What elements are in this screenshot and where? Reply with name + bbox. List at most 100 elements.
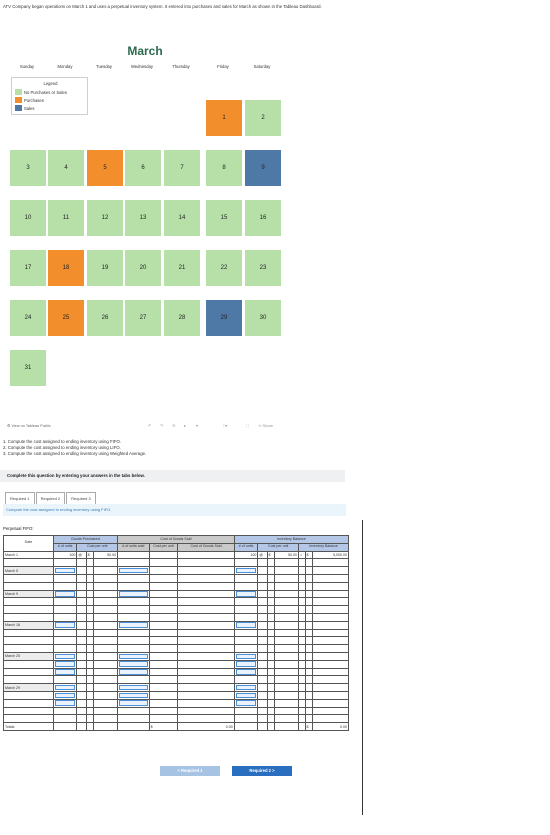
table-cell xyxy=(233,675,259,685)
table-cell xyxy=(148,620,179,630)
calendar-day-23[interactable]: 23 xyxy=(245,250,281,286)
calendar-day-20[interactable]: 20 xyxy=(125,250,161,286)
table-cell xyxy=(177,667,235,677)
calendar-day-18[interactable]: 18 xyxy=(48,250,84,286)
tab-required-3[interactable]: Required 3 xyxy=(66,492,96,504)
calendar-day-19[interactable]: 19 xyxy=(87,250,123,286)
calendar-day-4[interactable]: 4 xyxy=(48,150,84,186)
calendar-day-15[interactable]: 15 xyxy=(206,200,242,236)
calendar-day-21[interactable]: 21 xyxy=(164,250,200,286)
table-cell xyxy=(76,644,87,653)
units-sold-input[interactable] xyxy=(119,653,148,660)
table-cell xyxy=(312,706,349,716)
calendar-day-14[interactable]: 14 xyxy=(164,200,200,236)
calendar-day-30[interactable]: 30 xyxy=(245,300,281,336)
calendar-day-26[interactable]: 26 xyxy=(87,300,123,336)
fullscreen-icon[interactable]: ⛶ xyxy=(246,423,249,428)
table-cell xyxy=(274,651,299,661)
empty-cell xyxy=(76,722,87,731)
units-sold-input[interactable] xyxy=(119,692,148,699)
inv-units-input[interactable] xyxy=(235,622,257,628)
inv-units-input[interactable] xyxy=(235,567,257,574)
purchase-units-input[interactable] xyxy=(54,591,76,597)
table-cell xyxy=(148,612,179,622)
units-sold-input[interactable] xyxy=(119,661,148,667)
legend-item-sales: Sales xyxy=(15,105,34,111)
redo-icon[interactable]: ↷ xyxy=(160,423,164,428)
calendar-day-31[interactable]: 31 xyxy=(10,350,46,386)
table-cell xyxy=(93,620,119,630)
purchase-units-input[interactable] xyxy=(54,622,76,628)
undo-icon[interactable]: ↶ xyxy=(148,423,152,428)
group-cost-of-goods-sold: Cost of Goods Sold xyxy=(117,535,235,544)
tab-required-2[interactable]: Required 2 xyxy=(35,492,66,504)
table-row xyxy=(3,706,349,716)
units-sold-input[interactable] xyxy=(119,684,148,691)
prev-required-button[interactable]: < Required 1 xyxy=(160,766,220,776)
calendar-day-6[interactable]: 6 xyxy=(125,150,161,186)
table-cell xyxy=(304,581,314,591)
calendar-day-7[interactable]: 7 xyxy=(164,150,200,186)
table-cell xyxy=(85,675,95,685)
units-sold-input[interactable] xyxy=(119,622,148,628)
calendar-day-10[interactable]: 10 xyxy=(10,200,46,236)
calendar-day-22[interactable]: 22 xyxy=(206,250,242,286)
share-button[interactable]: ⋖ Share xyxy=(258,423,273,428)
view-on-tableau-link[interactable]: View on Tableau Public xyxy=(11,424,51,428)
purchase-units-input[interactable] xyxy=(54,653,76,660)
inv-units-input[interactable] xyxy=(235,591,257,597)
table-cell xyxy=(257,589,268,599)
next-required-button[interactable]: Required 2 > xyxy=(232,766,292,776)
units-sold-input[interactable] xyxy=(119,700,148,706)
required-instruction: Compute the cost assigned to ending inve… xyxy=(3,504,346,516)
calendar-day-29[interactable]: 29 xyxy=(206,300,242,336)
inv-units-input[interactable] xyxy=(235,684,257,691)
table-cell xyxy=(304,706,314,716)
refresh-icon[interactable]: ▾ xyxy=(196,423,199,428)
calendar-day-12[interactable]: 12 xyxy=(87,200,123,236)
calendar-day-9[interactable]: 9 xyxy=(245,150,281,186)
table-cell xyxy=(266,644,276,653)
calendar-day-5[interactable]: 5 xyxy=(87,150,123,186)
comment-icon[interactable]: □▾ xyxy=(223,423,228,428)
calendar-day-24[interactable]: 24 xyxy=(10,300,46,336)
revert-icon[interactable]: ⟲ xyxy=(172,423,176,428)
calendar-day-16[interactable]: 16 xyxy=(245,200,281,236)
calendar-day-28[interactable]: 28 xyxy=(164,300,200,336)
purchase-units-input[interactable] xyxy=(54,669,76,675)
inv-units-input[interactable] xyxy=(235,653,257,660)
calendar-day-8[interactable]: 8 xyxy=(206,150,242,186)
table-cell xyxy=(274,628,299,638)
empty-cell xyxy=(233,722,259,731)
table-cell xyxy=(3,597,54,607)
purchase-units-input[interactable] xyxy=(54,700,76,706)
inv-units-input[interactable] xyxy=(235,669,257,675)
calendar-day-2[interactable]: 2 xyxy=(245,100,281,136)
pause-icon[interactable]: ▸ xyxy=(184,423,187,428)
units-sold-input[interactable] xyxy=(119,567,148,574)
inv-units-input[interactable] xyxy=(235,700,257,706)
units-sold-input[interactable] xyxy=(119,669,148,675)
inv-units-input[interactable] xyxy=(235,661,257,667)
purchase-units-input[interactable] xyxy=(54,684,76,691)
calendar-day-3[interactable]: 3 xyxy=(10,150,46,186)
calendar-day-27[interactable]: 27 xyxy=(125,300,161,336)
question-1: 1. Compute the cost assigned to ending i… xyxy=(3,439,121,444)
table-row xyxy=(3,581,349,591)
purchase-units-input[interactable] xyxy=(54,692,76,699)
purchase-units-input[interactable] xyxy=(54,661,76,667)
table-cell xyxy=(266,675,276,685)
table-cell xyxy=(177,612,235,622)
inv-units-input[interactable] xyxy=(235,692,257,699)
tab-required-1[interactable]: Required 1 xyxy=(5,492,35,504)
calendar-day-17[interactable]: 17 xyxy=(10,250,46,286)
units-sold-input[interactable] xyxy=(119,591,148,597)
table-cell xyxy=(304,612,314,622)
purchase-units-input[interactable] xyxy=(54,567,76,574)
calendar-day-1[interactable]: 1 xyxy=(206,100,242,136)
calendar-day-25[interactable]: 25 xyxy=(48,300,84,336)
table-cell xyxy=(52,706,78,716)
legend-label: Sales xyxy=(24,105,35,111)
calendar-day-13[interactable]: 13 xyxy=(125,200,161,236)
calendar-day-11[interactable]: 11 xyxy=(48,200,84,236)
